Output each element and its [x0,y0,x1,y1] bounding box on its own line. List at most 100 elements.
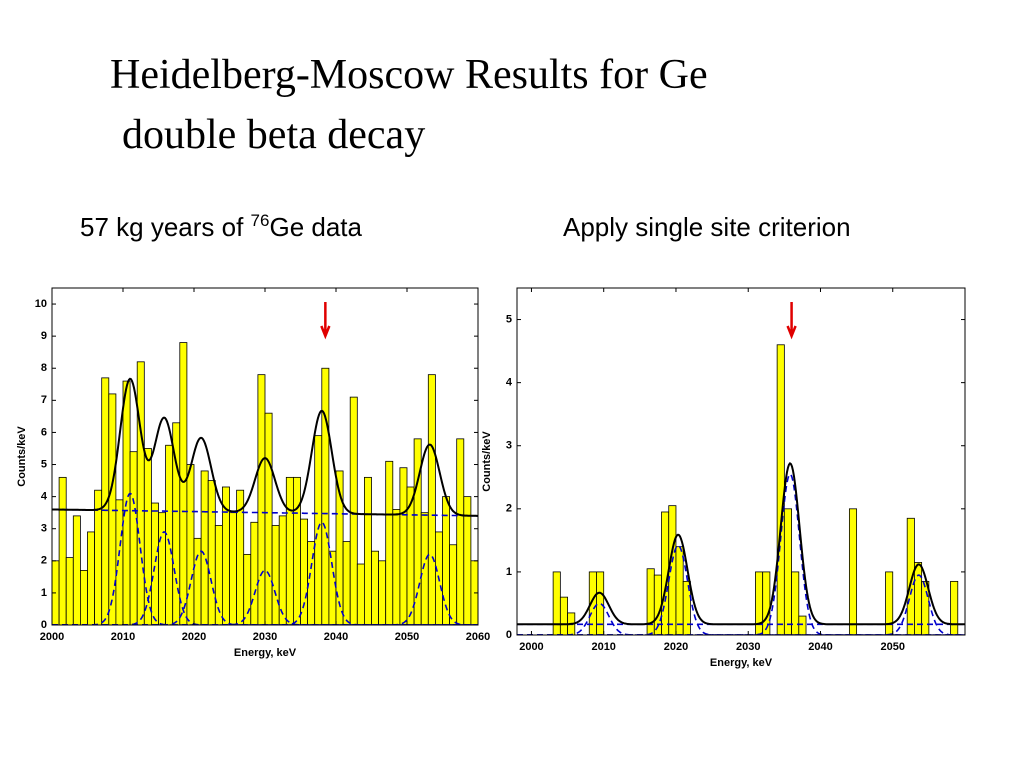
bar [791,571,800,635]
plot-frame [516,287,966,636]
y-tick-label: 10 [35,298,47,310]
bar [559,596,568,635]
peak-component [517,574,965,635]
x-tick-label: 2000 [40,631,64,643]
peak-component [517,473,965,635]
x-tick-label: 2030 [253,631,277,643]
marker-arrow [320,302,331,340]
y-tick-label: 5 [506,313,512,325]
bar [762,571,771,635]
bar [552,571,561,635]
bar [399,467,408,625]
bar [385,460,394,625]
y-tick-label: 4 [506,377,513,389]
bar [300,518,308,625]
bar [783,508,792,635]
bar [207,480,216,625]
subtitle-part: 57 kg years of [80,212,251,242]
bar [885,571,894,635]
y-tick-label: 4 [41,491,48,503]
x-tick-label: 2020 [664,641,688,653]
bar [278,515,287,625]
fit-curve [517,462,965,626]
bar [371,550,379,625]
bar [158,512,166,625]
bar [129,451,138,625]
bar [314,435,323,625]
y-axis-label: Counts/keV [16,426,28,487]
bar [321,367,330,625]
bar [229,512,237,625]
subtitle-part: Ge data [269,212,362,242]
x-tick-label: 2060 [466,631,490,643]
y-tick-label: 0 [41,619,47,631]
chart-subtitle: Apply single site criterion [563,212,851,242]
bar [363,476,372,625]
bar [271,525,280,625]
y-tick-label: 5 [41,458,47,470]
peak-component [52,492,478,625]
bar [921,580,930,635]
bar [392,509,401,625]
x-tick-label: 2040 [808,641,832,653]
bar [264,412,273,625]
bar [200,470,209,625]
bar [65,557,74,625]
x-tick-label: 2000 [519,641,543,653]
bar [250,521,259,625]
bar [72,515,81,625]
y-tick-label: 3 [506,440,512,452]
slide-title: Heidelberg-Moscow Results for Ge [110,52,708,98]
bar [848,508,858,635]
x-tick-label: 2040 [324,631,348,643]
bar [776,344,785,635]
y-tick-label: 1 [506,566,512,578]
bar [80,570,88,625]
plot-area [52,342,478,625]
bar [342,541,351,625]
bar [108,393,117,625]
plot-area [517,344,965,635]
slide-title: double beta decay [122,112,425,158]
bar [179,342,188,625]
bar [950,580,959,635]
bar [285,476,294,625]
y-tick-label: 7 [41,394,47,406]
bar [349,396,358,625]
x-tick-label: 2030 [736,641,760,653]
fit-curve [52,377,478,517]
bar [449,544,458,625]
y-tick-label: 6 [41,426,47,438]
bar [186,464,195,625]
y-axis-label: Counts/keV [481,431,493,492]
bar [150,502,159,625]
x-axis-label: Energy, keV [710,657,773,669]
bar [292,476,301,625]
y-tick-label: 1 [41,587,47,599]
bar [243,553,252,625]
bar [58,476,67,625]
bar [115,499,124,625]
bar [682,580,691,635]
y-tick-label: 2 [41,555,47,567]
x-tick-label: 2050 [395,631,419,643]
bar [87,531,95,625]
bar [427,374,436,625]
bar [193,537,202,625]
bar [755,571,764,635]
x-tick-label: 2050 [880,641,904,653]
subtitle-superscript: 76 [251,211,270,230]
background-component [52,508,478,517]
x-tick-label: 2010 [111,631,135,643]
x-tick-label: 2010 [591,641,615,653]
y-tick-label: 2 [506,503,512,515]
peak-component [517,544,965,635]
y-tick-label: 8 [41,362,47,374]
chart-subtitle: 57 kg years of 76Ge data [80,211,363,242]
bar [675,546,684,635]
bar [378,560,387,625]
y-tick-label: 0 [506,629,512,641]
bar [356,563,365,625]
y-tick-label: 9 [41,330,47,342]
